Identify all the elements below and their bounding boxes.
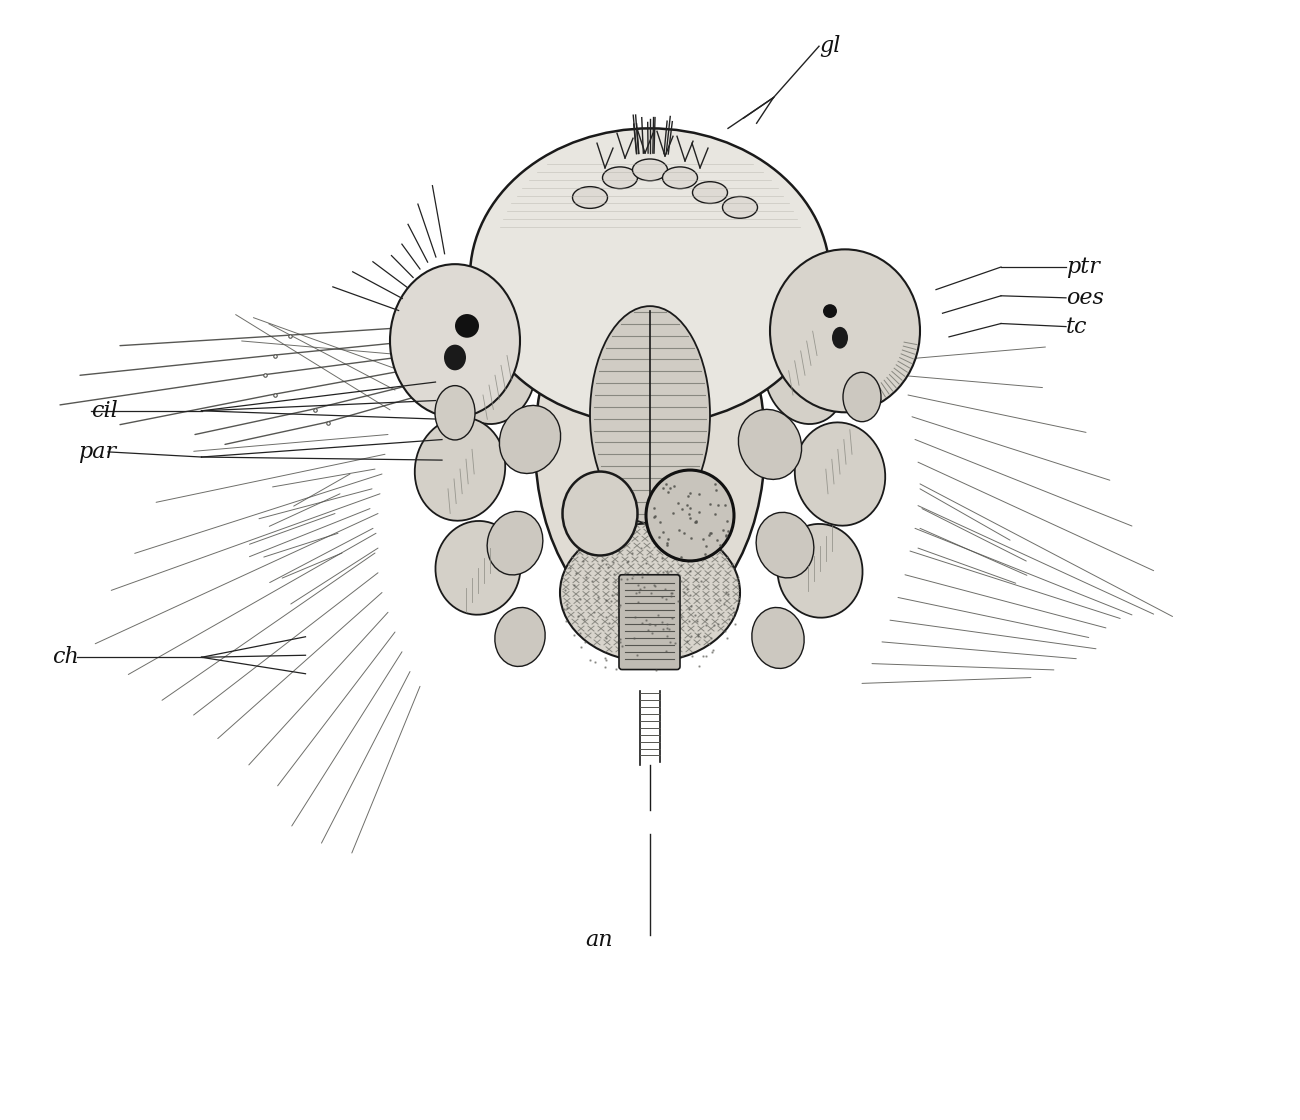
Text: alamy: alamy xyxy=(46,1060,139,1088)
Text: cil: cil xyxy=(91,400,118,422)
Ellipse shape xyxy=(488,512,543,575)
Text: www.alamy.com: www.alamy.com xyxy=(1143,1083,1254,1098)
Text: tc: tc xyxy=(1066,316,1088,337)
Ellipse shape xyxy=(436,521,520,615)
Ellipse shape xyxy=(560,523,740,662)
Ellipse shape xyxy=(751,607,805,669)
Ellipse shape xyxy=(693,181,728,204)
Ellipse shape xyxy=(536,262,764,627)
Ellipse shape xyxy=(723,196,758,218)
Circle shape xyxy=(455,314,478,338)
Ellipse shape xyxy=(390,264,520,418)
Ellipse shape xyxy=(602,167,637,188)
Ellipse shape xyxy=(495,607,545,666)
Ellipse shape xyxy=(415,418,506,521)
Ellipse shape xyxy=(436,385,474,440)
Ellipse shape xyxy=(445,345,465,371)
Ellipse shape xyxy=(499,405,560,474)
Ellipse shape xyxy=(770,250,920,412)
Ellipse shape xyxy=(590,306,710,523)
Ellipse shape xyxy=(646,470,734,561)
Ellipse shape xyxy=(738,410,802,479)
Ellipse shape xyxy=(572,187,607,208)
Text: gl: gl xyxy=(819,35,840,57)
Ellipse shape xyxy=(777,524,862,617)
Text: par: par xyxy=(78,441,116,463)
Ellipse shape xyxy=(633,159,667,180)
Text: ptr: ptr xyxy=(1066,256,1100,278)
Ellipse shape xyxy=(663,167,698,188)
Ellipse shape xyxy=(764,327,846,424)
Ellipse shape xyxy=(757,512,814,578)
Ellipse shape xyxy=(563,472,637,556)
Text: ch: ch xyxy=(52,646,79,669)
Ellipse shape xyxy=(832,327,848,348)
Ellipse shape xyxy=(794,422,885,525)
Ellipse shape xyxy=(842,372,881,421)
Text: an: an xyxy=(585,928,612,951)
Circle shape xyxy=(823,305,837,318)
Text: Image ID: RDJX63: Image ID: RDJX63 xyxy=(1131,1049,1254,1064)
Text: oes: oes xyxy=(1066,287,1104,309)
Ellipse shape xyxy=(454,327,536,424)
FancyBboxPatch shape xyxy=(619,575,680,670)
Ellipse shape xyxy=(471,129,829,424)
